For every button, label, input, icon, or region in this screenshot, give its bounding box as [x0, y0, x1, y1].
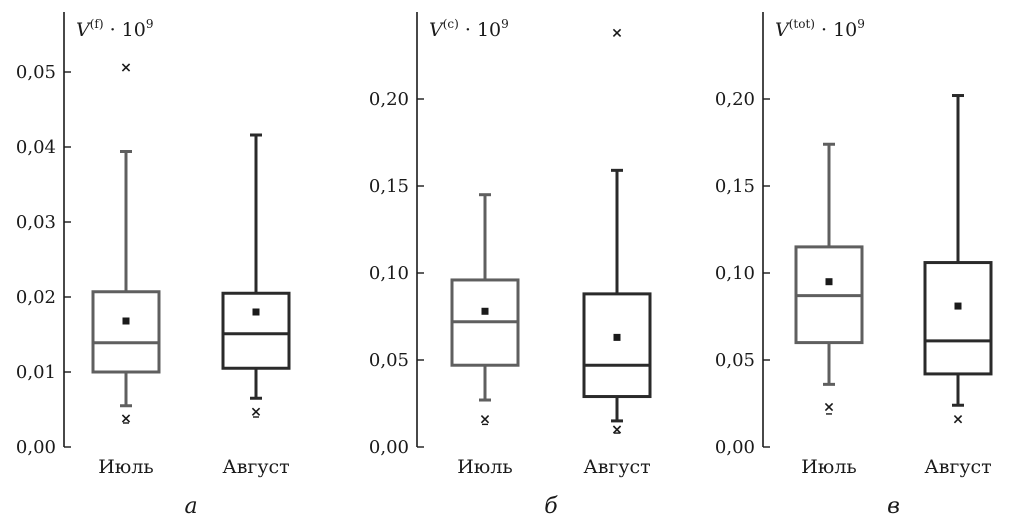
interquartile-box [923, 261, 993, 376]
y-tick-label: 0,03 [16, 212, 56, 233]
min-marker [480, 414, 490, 424]
min-marker [953, 414, 963, 424]
category-label: Август [222, 456, 289, 478]
box-1 [450, 193, 520, 426]
category-label: Август [583, 456, 650, 478]
y-tick-label: 0,00 [16, 437, 56, 458]
max-marker [121, 63, 131, 72]
y-tick-label: 0,02 [16, 287, 56, 308]
y-tick-label: 0,05 [16, 62, 56, 83]
mean-marker [252, 308, 260, 316]
panel-2: 0,00 0,05 0,10 0,15 0,20 V(c) · 109 Июль Август… [369, 12, 652, 519]
category-label: Июль [801, 456, 857, 478]
mean-marker [954, 302, 962, 310]
panel-label: а [184, 494, 197, 519]
category-label: Июль [457, 456, 513, 478]
interquartile-box [582, 292, 652, 399]
box-2 [221, 133, 291, 418]
min-marker [612, 425, 622, 434]
box-2 [923, 94, 993, 424]
y-tick-label: 0,15 [715, 176, 755, 197]
interquartile-box [91, 290, 161, 374]
chart-title: V(c) · 109 [429, 17, 509, 41]
min-marker [121, 414, 131, 423]
panel-1: 0,00 0,01 0,02 0,03 0,04 0,05 V(f) · 109 Июль Ав… [16, 12, 291, 519]
mean-marker [825, 278, 833, 286]
min-marker [251, 407, 261, 416]
y-tick-label: 0,10 [715, 263, 755, 284]
mean-marker [122, 317, 130, 325]
max-marker [612, 28, 622, 38]
y-tick-label: 0,05 [715, 350, 755, 371]
min-marker [824, 402, 834, 412]
y-tick-label: 0,05 [369, 350, 409, 371]
box-1 [91, 63, 161, 424]
y-tick-label: 0,00 [369, 437, 409, 458]
y-tick-label: 0,20 [369, 89, 409, 110]
panel-label: в [887, 494, 900, 519]
chart-title: V(tot) · 109 [775, 17, 865, 41]
y-tick-label: 0,10 [369, 263, 409, 284]
y-tick-label: 0,15 [369, 176, 409, 197]
panel-label: б [544, 494, 558, 519]
y-tick-label: 0,20 [715, 89, 755, 110]
y-tick-label: 0,04 [16, 137, 56, 158]
mean-marker [613, 333, 621, 341]
panel-3: 0,00 0,05 0,10 0,15 0,20 V(tot) · 109 Июль Авгу… [715, 12, 993, 519]
chart-title: V(f) · 109 [76, 17, 153, 41]
box-2 [582, 28, 652, 434]
mean-marker [481, 307, 489, 315]
interquartile-box [221, 291, 291, 370]
category-label: Июль [98, 456, 154, 478]
category-label: Август [924, 456, 991, 478]
y-tick-label: 0,00 [715, 437, 755, 458]
y-tick-label: 0,01 [16, 362, 56, 383]
box-1 [794, 142, 864, 415]
